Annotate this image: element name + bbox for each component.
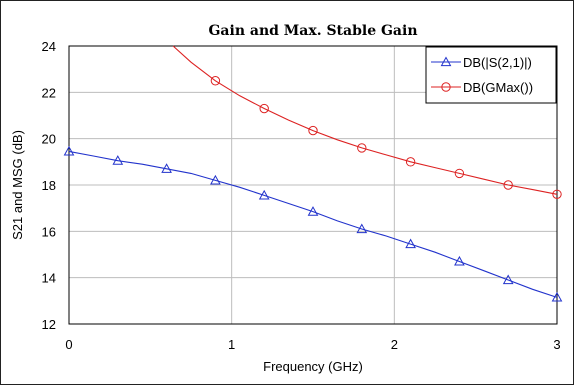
data-point — [503, 180, 513, 190]
y-tick-label: 22 — [42, 85, 56, 100]
series-line — [172, 45, 558, 195]
data-point — [552, 189, 562, 199]
data-point — [454, 255, 465, 266]
series-1 — [63, 145, 563, 302]
data-point — [112, 155, 124, 165]
data-point — [258, 189, 270, 200]
y-tick-label: 16 — [42, 224, 56, 239]
data-point — [502, 274, 514, 285]
y-tick-labels: 12 14 16 18 20 22 24 — [42, 39, 56, 332]
data-point — [259, 103, 269, 114]
y-tick-label: 14 — [42, 271, 56, 286]
data-point — [307, 206, 319, 216]
x-tick-label: 3 — [553, 337, 560, 352]
x-axis-label: Frequency (GHz) — [263, 359, 363, 374]
x-tick-label: 2 — [391, 337, 398, 352]
legend-marker — [440, 56, 452, 67]
data-point — [210, 76, 221, 86]
legend-marker — [441, 82, 451, 92]
x-tick-label: 0 — [65, 337, 72, 352]
legend-label: DB(GMax()) — [463, 80, 533, 95]
plot-area — [68, 45, 558, 325]
y-tick-label: 24 — [42, 39, 56, 54]
y-axis-label: S21 and MSG (dB) — [10, 130, 25, 240]
data-point — [308, 125, 318, 136]
chart-title: Gain and Max. Stable Gain — [208, 23, 417, 39]
series-line — [68, 150, 558, 298]
legend-box — [425, 46, 557, 104]
data-point — [210, 174, 221, 185]
x-tick-label: 1 — [228, 337, 235, 352]
legend: DB(|S(2,1)|) DB(GMax()) — [425, 46, 557, 104]
data-point — [357, 143, 367, 153]
data-point — [454, 168, 465, 179]
data-point — [551, 291, 563, 302]
x-tick-labels: 0 1 2 3 — [65, 337, 560, 352]
legend-label: DB(|S(2,1)|) — [463, 55, 532, 70]
series-2 — [172, 45, 562, 199]
data-point — [405, 238, 416, 249]
series-layer — [63, 45, 563, 302]
y-tick-label: 20 — [42, 132, 56, 147]
data-point — [356, 223, 368, 234]
y-tick-label: 12 — [42, 317, 56, 332]
data-point — [161, 163, 172, 173]
data-point — [63, 145, 75, 156]
data-point — [405, 157, 416, 167]
y-tick-label: 18 — [42, 178, 56, 193]
